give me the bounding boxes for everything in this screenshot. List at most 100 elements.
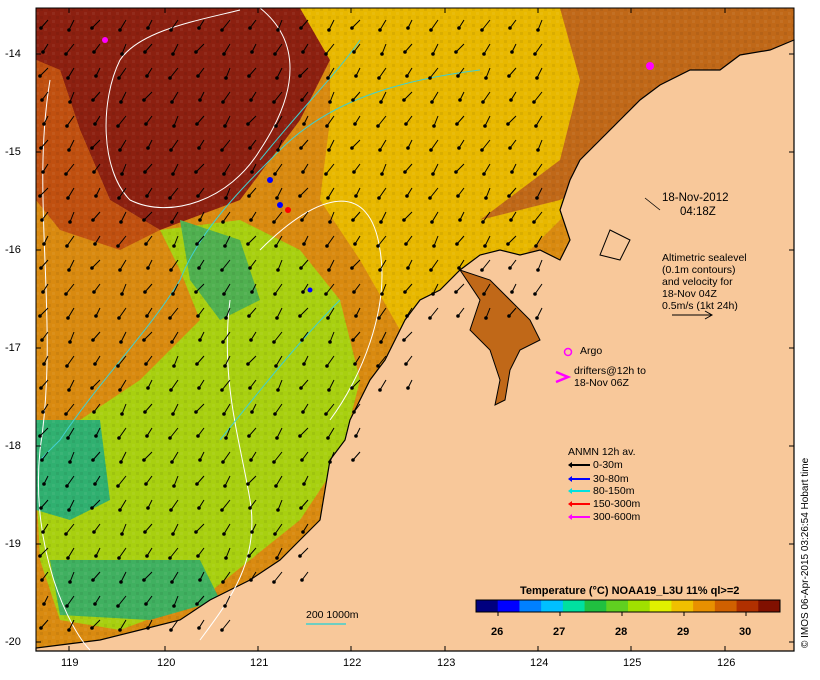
- velocity-arrow-head: [378, 28, 382, 32]
- velocity-arrow-head: [68, 580, 72, 584]
- velocity-arrow: [171, 571, 179, 583]
- velocity-arrow-head: [168, 196, 172, 200]
- velocity-arrow-head: [146, 386, 150, 390]
- velocity-arrow-head: [274, 244, 278, 248]
- velocity-arrow-head: [272, 220, 276, 224]
- velocity-arrow-head: [118, 28, 122, 32]
- velocity-arrow: [276, 427, 283, 439]
- velocity-arrow-head: [172, 364, 176, 368]
- velocity-arrow: [118, 427, 127, 439]
- velocity-arrow-head: [223, 124, 227, 128]
- velocity-arrow-head: [223, 244, 227, 248]
- velocity-arrow-head: [299, 266, 303, 270]
- velocity-arrow-head: [273, 532, 277, 536]
- velocity-arrow-head: [299, 506, 303, 510]
- velocity-arrow: [275, 355, 283, 367]
- velocity-arrow-head: [431, 172, 435, 176]
- velocity-arrow-head: [455, 242, 459, 246]
- colorbar-swatch: [736, 600, 759, 612]
- velocity-arrow: [276, 547, 283, 559]
- velocity-arrow-head: [194, 410, 198, 414]
- velocity-arrow-head: [221, 340, 225, 344]
- velocity-arrow: [299, 67, 309, 77]
- altimetry-line: (0.1m contours): [662, 264, 736, 276]
- velocity-arrow-head: [142, 458, 146, 462]
- velocity-arrow-head: [143, 410, 147, 414]
- velocity-arrow: [169, 67, 179, 79]
- velocity-arrow-head: [249, 98, 253, 102]
- velocity-arrow-head: [299, 386, 303, 390]
- bathymetry-label: 200 1000m: [306, 609, 359, 621]
- velocity-arrow: [430, 19, 439, 31]
- velocity-arrow: [431, 91, 439, 103]
- legend-item-150-300m: 150-300m: [593, 498, 641, 510]
- velocity-arrow: [403, 211, 413, 221]
- time-pointer: [644, 197, 661, 211]
- velocity-arrow-head: [142, 338, 146, 342]
- velocity-arrow-head: [274, 124, 278, 128]
- velocity-arrow-head: [90, 266, 94, 270]
- velocity-arrow-head: [480, 28, 484, 32]
- velocity-arrow: [328, 19, 335, 31]
- velocity-arrow-head: [116, 484, 120, 488]
- velocity-arrow-head: [90, 26, 94, 30]
- velocity-arrow-head: [169, 148, 173, 152]
- velocity-arrow: [172, 43, 179, 55]
- velocity-arrow-head: [90, 146, 94, 150]
- altimetry-note: Altimetric sealevel (0.1m contours) and …: [662, 252, 747, 312]
- velocity-arrow-head: [483, 124, 487, 128]
- velocity-arrow-head: [146, 146, 150, 150]
- velocity-arrow-head: [326, 76, 330, 80]
- velocity-arrow: [432, 43, 439, 55]
- velocity-arrow: [39, 187, 49, 197]
- velocity-arrow-head: [194, 290, 198, 294]
- velocity-arrow-head: [42, 482, 46, 486]
- velocity-arrow-head: [272, 340, 276, 344]
- velocity-arrow-head: [272, 100, 276, 104]
- velocity-arrow-head: [324, 412, 328, 416]
- velocity-arrow-head: [224, 316, 228, 320]
- velocity-arrow-head: [195, 242, 199, 246]
- velocity-arrow-head: [301, 170, 305, 174]
- velocity-arrow: [68, 499, 75, 511]
- velocity-arrow: [275, 115, 283, 127]
- legend-item-0-30m: 0-30m: [593, 459, 623, 471]
- velocity-arrow-head: [458, 98, 462, 102]
- velocity-arrow-head: [298, 314, 302, 318]
- velocity-arrow-head: [302, 242, 306, 246]
- velocity-arrow-head: [376, 124, 380, 128]
- y-tick-20: -20: [5, 636, 21, 648]
- velocity-arrow-head: [224, 556, 228, 560]
- velocity-arrow: [66, 355, 75, 367]
- velocity-arrow-head: [406, 386, 410, 390]
- y-tick-14: -14: [5, 48, 21, 60]
- velocity-arrow-head: [480, 268, 484, 272]
- velocity-arrow-head: [197, 386, 201, 390]
- velocity-arrow-head: [248, 386, 252, 390]
- colorbar-swatch: [562, 600, 586, 612]
- velocity-arrow: [327, 307, 335, 319]
- velocity-arrow: [455, 163, 465, 173]
- velocity-arrow-head: [480, 148, 484, 152]
- velocity-arrow-head: [326, 316, 330, 320]
- velocity-arrow-head: [325, 124, 329, 128]
- velocity-arrow-head: [144, 122, 148, 126]
- velocity-arrow-head: [169, 268, 173, 272]
- velocity-arrow-head: [301, 530, 305, 534]
- velocity-arrow-head: [429, 268, 433, 272]
- velocity-arrow-head: [302, 482, 306, 486]
- velocity-arrow-head: [94, 314, 98, 318]
- velocity-arrow-head: [403, 50, 407, 54]
- velocity-arrow-head: [301, 290, 305, 294]
- velocity-arrow: [120, 211, 127, 223]
- velocity-arrow: [274, 523, 283, 535]
- velocity-arrow: [68, 259, 75, 271]
- velocity-arrow: [172, 163, 179, 175]
- velocity-arrow-head: [246, 482, 250, 486]
- y-tick-17: -17: [5, 342, 21, 354]
- velocity-arrow-head: [171, 532, 175, 536]
- altimetry-line: 0.5m/s (1kt 24h): [662, 300, 738, 312]
- velocity-arrow-head: [220, 508, 224, 512]
- velocity-arrow-head: [275, 316, 279, 320]
